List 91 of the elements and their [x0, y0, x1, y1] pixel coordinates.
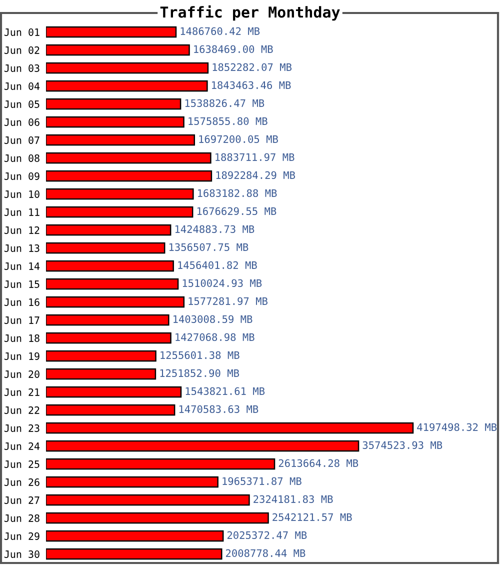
bar — [46, 458, 276, 470]
y-tick-label: Jun 23 — [4, 424, 40, 432]
bar — [46, 116, 184, 128]
y-tick-label: Jun 30 — [4, 550, 40, 558]
bar — [46, 368, 156, 380]
bar — [46, 44, 190, 56]
y-tick-label: Jun 19 — [4, 352, 40, 360]
data-label: 1356507.75 MB — [169, 243, 248, 252]
y-tick-label: Jun 07 — [4, 136, 40, 144]
data-label: 1638469.00 MB — [194, 45, 273, 54]
data-label: 1575855.80 MB — [188, 117, 268, 126]
data-label: 1255601.38 MB — [160, 351, 240, 360]
data-label: 4197498.32 MB — [417, 423, 497, 432]
bar — [46, 494, 250, 506]
bar — [46, 332, 172, 344]
data-label: 1543821.61 MB — [186, 387, 265, 396]
data-label: 2542121.57 MB — [272, 513, 352, 522]
data-label: 1683182.88 MB — [198, 189, 277, 198]
bar — [46, 350, 156, 362]
y-tick-label: Jun 10 — [4, 190, 40, 198]
bar — [46, 512, 269, 524]
y-tick-label: Jun 03 — [4, 64, 40, 72]
data-label: 2613664.28 MB — [278, 459, 358, 468]
bar — [46, 152, 212, 164]
bar — [46, 422, 414, 434]
bar — [46, 206, 194, 218]
y-tick-label: Jun 18 — [4, 334, 40, 342]
y-tick-label: Jun 08 — [4, 154, 40, 162]
data-label: 1486760.42 MB — [180, 27, 260, 36]
y-tick-label: Jun 06 — [4, 118, 40, 126]
data-label: 1403008.59 MB — [174, 315, 252, 324]
y-tick-label: Jun 02 — [4, 46, 40, 54]
bar — [46, 440, 360, 452]
y-tick-label: Jun 13 — [4, 244, 40, 252]
y-tick-label: Jun 15 — [4, 280, 40, 288]
y-tick-label: Jun 16 — [4, 298, 40, 306]
bar — [46, 476, 218, 488]
data-label: 1843463.46 MB — [212, 81, 291, 90]
bar — [46, 188, 194, 200]
data-label: 1427068.98 MB — [176, 333, 254, 342]
bar — [46, 314, 170, 326]
y-tick-label: Jun 17 — [4, 316, 40, 324]
data-label: 1697200.05 MB — [199, 135, 278, 144]
y-tick-label: Jun 14 — [4, 262, 40, 270]
data-label: 1965371.87 MB — [222, 477, 302, 486]
bar — [46, 260, 174, 272]
data-label: 1852282.07 MB — [212, 63, 292, 72]
data-label: 1892284.29 MB — [216, 171, 296, 180]
bar — [46, 224, 172, 236]
bar — [46, 242, 166, 254]
y-tick-label: Jun 09 — [4, 172, 40, 180]
data-label: 1538826.47 MB — [185, 99, 264, 108]
y-tick-label: Jun 25 — [4, 460, 40, 468]
bar — [46, 548, 222, 560]
y-tick-label: Jun 04 — [4, 82, 40, 90]
y-tick-label: Jun 27 — [4, 496, 40, 504]
data-label: 1577281.97 MB — [188, 297, 268, 306]
data-label: 2025372.47 MB — [227, 531, 307, 540]
y-tick-label: Jun 05 — [4, 100, 40, 108]
y-tick-label: Jun 20 — [4, 370, 40, 378]
y-tick-label: Jun 28 — [4, 514, 40, 522]
bar — [46, 530, 224, 542]
y-tick-label: Jun 11 — [4, 208, 40, 216]
data-label: 1424883.73 MB — [175, 225, 254, 234]
data-label: 1510024.93 MB — [182, 279, 262, 288]
bar — [46, 170, 212, 182]
data-label: 2324181.83 MB — [254, 495, 333, 504]
bar — [46, 296, 185, 308]
bar — [46, 404, 176, 416]
bar — [46, 62, 209, 74]
y-tick-label: Jun 12 — [4, 226, 40, 234]
y-tick-label: Jun 21 — [4, 388, 40, 396]
bar — [46, 386, 182, 398]
data-label: 1883711.97 MB — [216, 153, 294, 162]
chart-title: Traffic per Monthday — [160, 5, 340, 21]
data-label: 1470583.63 MB — [179, 405, 258, 414]
data-label: 2008778.44 MB — [226, 549, 306, 558]
y-tick-label: Jun 22 — [4, 406, 40, 414]
data-label: 3574523.93 MB — [362, 441, 442, 450]
y-tick-label: Jun 01 — [4, 28, 40, 36]
bar — [46, 98, 182, 110]
y-tick-label: Jun 24 — [4, 442, 40, 450]
data-label: 1676629.55 MB — [197, 207, 276, 216]
y-tick-label: Jun 29 — [4, 532, 40, 540]
data-label: 1251852.90 MB — [160, 369, 240, 378]
data-label: 1456401.82 MB — [178, 261, 257, 270]
y-tick-label: Jun 26 — [4, 478, 40, 486]
bar — [46, 26, 177, 38]
bar — [46, 278, 179, 290]
bar — [46, 80, 208, 92]
bar — [46, 134, 196, 146]
